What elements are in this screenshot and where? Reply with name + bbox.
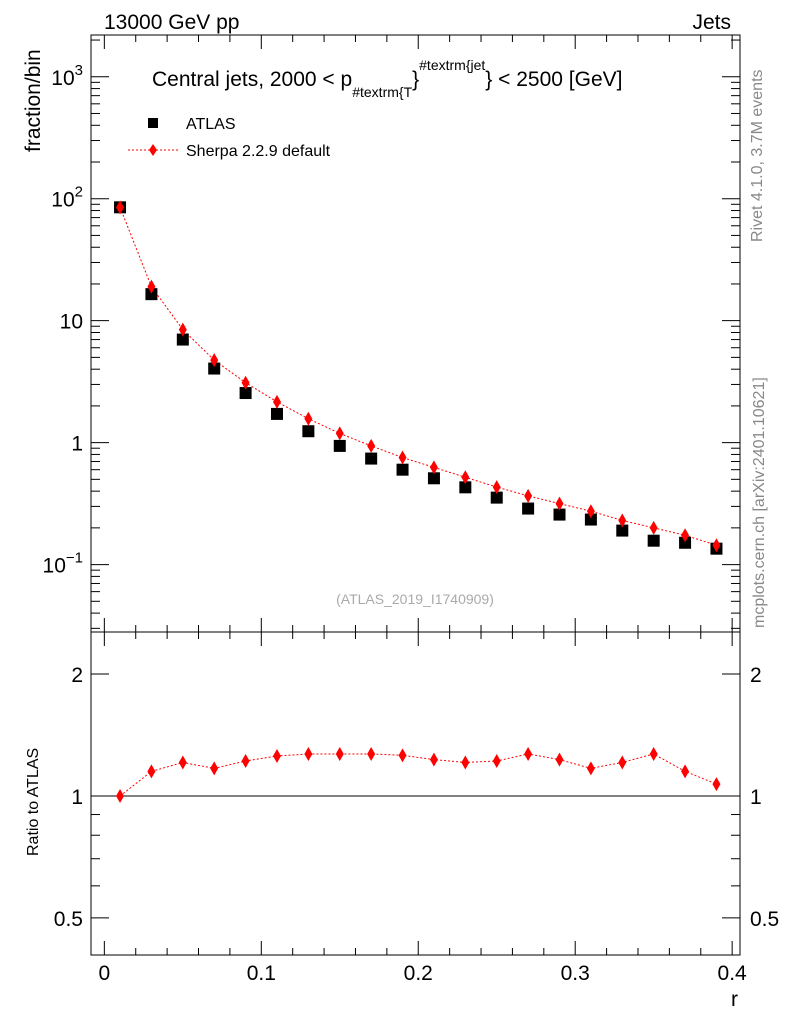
sherpa-point (712, 538, 721, 553)
sherpa-point (116, 200, 125, 215)
ratio-point (241, 754, 250, 769)
sherpa-point (524, 488, 533, 503)
sherpa-point (304, 411, 313, 426)
sherpa-point (492, 480, 501, 495)
ratio-point (178, 755, 187, 770)
atlas-point (396, 463, 409, 476)
legend-sherpa-label: Sherpa 2.2.9 default (186, 143, 331, 160)
atlas-point (490, 491, 503, 504)
atlas-point (553, 508, 566, 521)
ratio-y-tick-label: 0.5 (54, 908, 83, 931)
ratio-point (210, 761, 219, 776)
legend-sherpa-marker (149, 144, 157, 156)
x-tick-label: 0.1 (247, 962, 276, 985)
sherpa-point (429, 460, 438, 475)
ratio-point (712, 777, 721, 792)
ratio-y-tick-label-right: 1 (750, 786, 762, 809)
atlas-point (584, 513, 597, 526)
ratio-y-tick-label: 1 (71, 786, 83, 809)
y-tick-label: 1 (71, 433, 83, 456)
ratio-point (586, 761, 595, 776)
sherpa-point (367, 438, 376, 453)
atlas-point (270, 407, 283, 420)
sherpa-point (681, 528, 690, 543)
ratio-point (524, 746, 533, 761)
sherpa-point (210, 353, 219, 368)
mcplots-label: mcplots.cern.ch [arXiv:2401.10621] (751, 377, 768, 628)
y-tick-label: 102 (51, 184, 83, 212)
ratio-point (147, 764, 156, 779)
x-tick-label: 0.3 (561, 962, 590, 985)
x-tick-label: 0 (98, 962, 110, 985)
y-tick-label: 10 (60, 311, 83, 334)
ratio-point (649, 746, 658, 761)
ratio-point (304, 746, 313, 761)
atlas-point (616, 524, 629, 537)
sherpa-line (119, 207, 717, 546)
sherpa-point (241, 375, 250, 390)
ratio-line (119, 753, 717, 797)
sherpa-point (178, 322, 187, 337)
y-tick-label: 103 (51, 62, 83, 90)
y-tick-label: 10−1 (43, 550, 83, 578)
legend-atlas-label: ATLAS (186, 116, 236, 133)
ratio-point (461, 755, 470, 770)
ratio-point (618, 755, 627, 770)
ratio-point (429, 752, 438, 767)
atlas-point (647, 534, 660, 547)
atlas-point (522, 502, 535, 515)
ratio-point (116, 788, 125, 803)
ratio-point (681, 764, 690, 779)
xlabel: r (731, 988, 738, 1011)
atlas-point (302, 425, 315, 438)
sherpa-point (272, 394, 281, 409)
rivet-label: Rivet 4.1.0, 3.7M events (749, 69, 766, 242)
atlas-point (208, 362, 221, 375)
ratio-y-tick-label: 2 (71, 664, 83, 687)
atlas-point (679, 536, 692, 549)
ratio-frame (90, 631, 741, 956)
sherpa-point (147, 279, 156, 294)
ratio-point (335, 746, 344, 761)
ratio-point (367, 746, 376, 761)
sherpa-point (586, 504, 595, 519)
ratio-point (272, 749, 281, 764)
analysis-id: (ATLAS_2019_I1740909) (336, 591, 494, 607)
header-left: 13000 GeV pp (104, 11, 239, 34)
atlas-point (176, 333, 189, 346)
x-tick-label: 0.2 (404, 962, 433, 985)
atlas-point (365, 452, 378, 465)
sherpa-point (461, 470, 470, 485)
ratio-y-tick-label-right: 2 (750, 664, 762, 687)
ratio-ylabel: Ratio to ATLAS (25, 748, 42, 856)
atlas-point (333, 439, 346, 452)
main-ylabel: fraction/bin (22, 49, 45, 152)
sherpa-point (335, 426, 344, 441)
ratio-point (398, 748, 407, 763)
x-tick-label: 0.4 (718, 962, 748, 985)
sherpa-point (618, 513, 627, 528)
ratio-point (492, 754, 501, 769)
atlas-point (459, 481, 472, 494)
sherpa-point (649, 520, 658, 535)
atlas-point (145, 288, 158, 301)
legend-atlas-marker (148, 118, 158, 128)
sherpa-point (398, 450, 407, 465)
sherpa-point (555, 496, 564, 511)
atlas-point (239, 387, 252, 400)
chart-title: Central jets, 2000 < p#textrm{T}#textrm{… (152, 57, 622, 100)
ratio-point (555, 752, 564, 767)
atlas-point (427, 472, 440, 485)
header-right: Jets (692, 11, 731, 34)
ratio-y-tick-label-right: 0.5 (750, 908, 779, 931)
